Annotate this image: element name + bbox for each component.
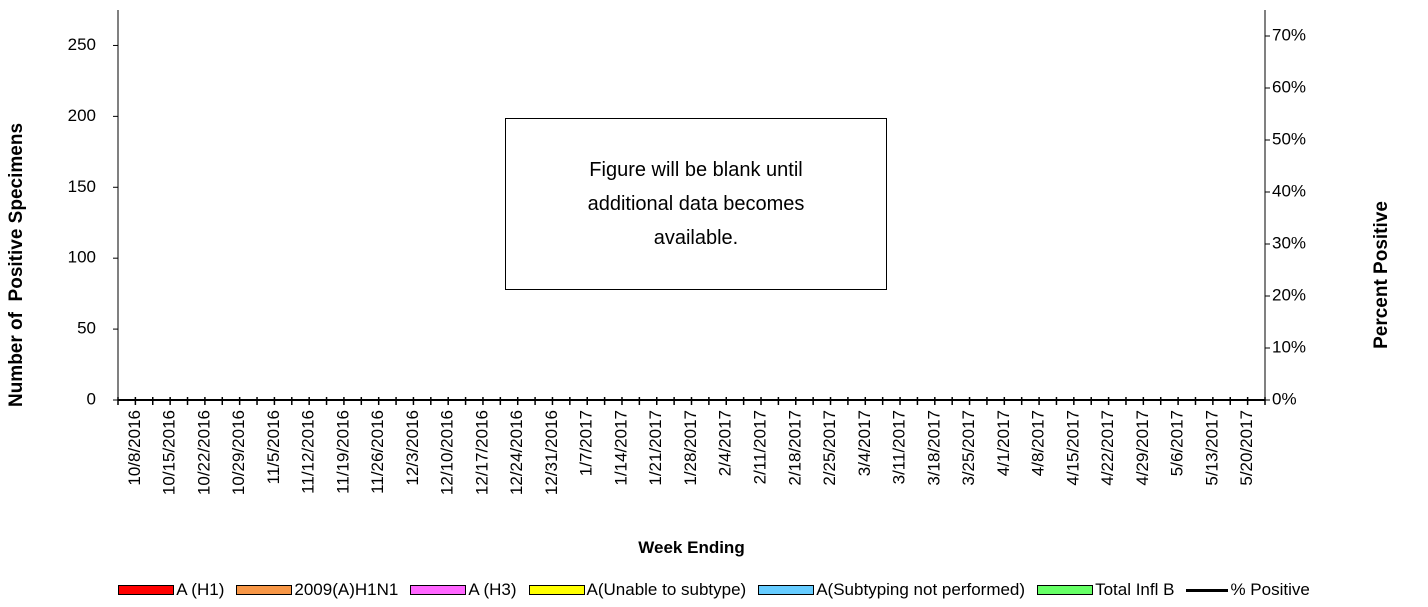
x-tick-label: 10/22/2016 — [194, 410, 213, 495]
x-axis-title: Week Ending — [638, 538, 744, 557]
legend-label: 2009(A)H1N1 — [294, 580, 399, 599]
y2-tick-label: 60% — [1272, 77, 1306, 96]
y2-tick-label: 10% — [1272, 337, 1306, 356]
x-tick-label: 4/22/2017 — [1098, 410, 1117, 486]
x-tick-label: 2/4/2017 — [716, 410, 735, 476]
legend-item: A (H1) — [118, 580, 224, 600]
legend: A (H1) 2009(A)H1N1 A (H3) A(Unable to subty… — [0, 580, 1428, 600]
legend-item: A(Unable to subtype) — [528, 580, 747, 600]
y-tick-label: 200 — [68, 106, 96, 125]
y-tick-label: 50 — [77, 319, 96, 338]
x-tick-label: 5/13/2017 — [1202, 410, 1221, 486]
y2-tick-label: 30% — [1272, 233, 1306, 252]
x-tick-label: 11/12/2016 — [299, 410, 318, 494]
x-tick-label: 12/3/2016 — [403, 410, 422, 486]
x-tick-label: 4/8/2017 — [1029, 410, 1048, 476]
legend-swatch — [1037, 585, 1094, 595]
legend-label: A(Subtyping not performed) — [816, 580, 1026, 599]
legend-item: 2009(A)H1N1 — [236, 580, 398, 600]
y2-tick-label: 40% — [1272, 181, 1306, 200]
x-tick-label: 4/1/2017 — [994, 410, 1013, 476]
legend-item: A (H3) — [410, 580, 517, 600]
x-tick-label: 3/18/2017 — [924, 410, 943, 486]
x-tick-label: 5/20/2017 — [1237, 410, 1256, 486]
x-tick-label: 3/25/2017 — [959, 410, 978, 486]
x-tick-label: 11/26/2016 — [368, 410, 387, 494]
x-tick-label: 2/18/2017 — [785, 410, 804, 486]
x-tick-label: 4/29/2017 — [1133, 410, 1152, 486]
legend-item: A(Subtyping not performed) — [758, 580, 1025, 600]
y2-tick-label: 70% — [1272, 25, 1306, 44]
legend-swatch — [236, 585, 293, 595]
y2-tick-label: 0% — [1272, 389, 1297, 408]
x-tick-label: 1/7/2017 — [577, 410, 596, 476]
x-tick-label: 3/4/2017 — [855, 410, 874, 476]
y2-tick-label: 20% — [1272, 285, 1306, 304]
annotation: Figure will be blank until additional da… — [505, 118, 887, 290]
legend-swatch — [1186, 588, 1229, 592]
y-tick-label: 0 — [87, 389, 96, 408]
x-tick-label: 1/28/2017 — [681, 410, 700, 486]
legend-label: Total Infl B — [1095, 580, 1175, 599]
x-tick-label: 12/17/2016 — [472, 410, 491, 495]
x-tick-label: 10/15/2016 — [160, 410, 179, 495]
x-tick-label: 10/8/2016 — [125, 410, 144, 486]
x-tick-label: 12/10/2016 — [438, 410, 457, 495]
x-tick-label: 1/14/2017 — [611, 410, 630, 486]
x-tick-label: 3/11/2017 — [890, 410, 909, 484]
y-axis-title: Number of Positive Specimens — [6, 123, 27, 407]
x-tick-label: 11/5/2016 — [264, 410, 283, 484]
x-tick-label: 10/29/2016 — [229, 410, 248, 495]
x-tick-label: 12/24/2016 — [507, 410, 526, 495]
legend-label: A (H3) — [468, 580, 517, 599]
legend-label: A(Unable to subtype) — [586, 580, 747, 599]
y2-tick-label: 50% — [1272, 129, 1306, 148]
y-tick-label: 150 — [68, 177, 96, 196]
legend-swatch — [410, 585, 467, 595]
legend-swatch — [758, 585, 815, 595]
legend-swatch — [118, 585, 175, 595]
x-tick-label: 2/11/2017 — [750, 410, 769, 484]
legend-label: A (H1) — [176, 580, 225, 599]
x-tick-label: 12/31/2016 — [542, 410, 561, 495]
x-tick-label: 11/19/2016 — [333, 410, 352, 494]
x-tick-label: 2/25/2017 — [820, 410, 839, 486]
x-tick-label: 1/21/2017 — [646, 410, 665, 486]
legend-swatch — [528, 585, 585, 595]
y-tick-label: 250 — [68, 35, 96, 54]
legend-item: % Positive — [1186, 580, 1310, 600]
legend-item: Total Infl B — [1037, 580, 1174, 600]
legend-label: % Positive — [1230, 580, 1310, 599]
x-tick-label: 4/15/2017 — [1063, 410, 1082, 486]
y2-axis-title: Percent Positive — [1371, 201, 1392, 349]
x-tick-label: 5/6/2017 — [1168, 410, 1187, 476]
y-tick-label: 100 — [68, 248, 96, 267]
